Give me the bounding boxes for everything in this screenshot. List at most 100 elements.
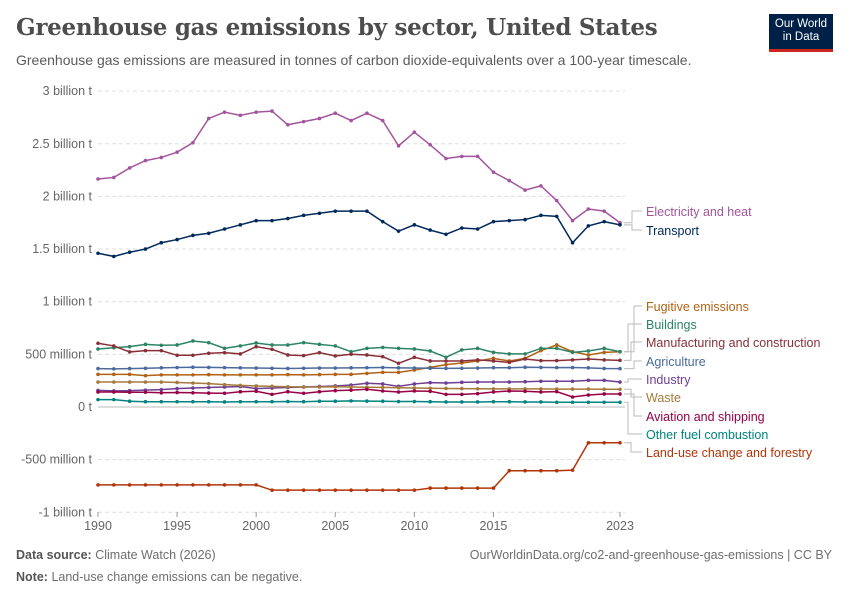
x-tick-label: 1995: [163, 519, 191, 533]
data-point: [618, 387, 622, 392]
data-point: [380, 488, 385, 492]
data-point: [602, 219, 606, 224]
data-point: [396, 144, 401, 148]
data-point: [175, 237, 179, 242]
data-point: [317, 342, 322, 347]
legend-connector: [624, 393, 642, 417]
data-point: [475, 366, 480, 370]
data-point: [317, 385, 322, 389]
data-point: [570, 400, 575, 405]
data-point: [412, 355, 417, 360]
data-point: [254, 389, 258, 394]
data-point: [475, 227, 480, 231]
data-point: [254, 344, 258, 349]
data-point: [333, 372, 338, 377]
data-point: [127, 344, 132, 349]
data-point: [554, 389, 559, 394]
data-point: [112, 367, 116, 371]
data-point: [143, 390, 148, 395]
data-point: [380, 354, 385, 359]
data-point: [396, 385, 401, 390]
data-point: [191, 233, 195, 238]
data-point: [602, 378, 606, 383]
data-point: [270, 488, 274, 492]
data-point: [254, 399, 258, 404]
data-point: [175, 380, 179, 385]
data-point: [380, 385, 385, 390]
data-point: [238, 399, 243, 404]
data-point: [333, 388, 338, 393]
data-point: [507, 399, 512, 404]
data-point: [286, 389, 290, 394]
legend-connector: [624, 388, 642, 398]
data-point: [365, 209, 369, 213]
data-point: [602, 346, 606, 351]
data-point: [618, 358, 622, 363]
data-point: [475, 400, 480, 404]
x-tick-label: 2005: [321, 519, 349, 533]
source-url[interactable]: OurWorldinData.org/co2-and-greenhouse-ga…: [469, 548, 832, 562]
data-point: [491, 350, 496, 355]
data-point: [554, 214, 559, 219]
data-point: [206, 381, 211, 386]
data-point: [444, 156, 448, 161]
data-point: [206, 340, 211, 345]
data-point: [554, 358, 559, 363]
data-point: [523, 188, 527, 192]
data-point: [270, 343, 274, 347]
data-point: [618, 392, 622, 396]
source-link[interactable]: Climate Watch (2026): [95, 548, 216, 562]
data-point: [333, 366, 338, 370]
data-point: [206, 399, 211, 404]
data-point: [491, 390, 496, 394]
data-point: [380, 345, 385, 350]
x-tick-label: 2015: [480, 519, 508, 533]
data-point: [96, 177, 100, 181]
legend-label: Aviation and shipping: [646, 410, 765, 424]
data-point: [96, 483, 100, 487]
data-point: [127, 250, 132, 255]
legend-connector: [624, 210, 642, 224]
data-point: [317, 366, 322, 370]
data-point: [286, 353, 290, 357]
data-point: [270, 392, 274, 397]
legend-connector: [624, 341, 642, 361]
data-point: [317, 488, 322, 492]
data-point: [618, 400, 622, 405]
data-point: [159, 366, 164, 370]
legend-label: Fugitive emissions: [646, 300, 749, 314]
note: Note: Land-use change emissions can be n…: [16, 570, 302, 584]
data-point: [428, 359, 432, 363]
data-point: [333, 488, 338, 492]
data-point: [191, 483, 195, 487]
data-point: [396, 370, 401, 375]
x-tick-label: 1990: [84, 519, 112, 533]
data-point: [396, 229, 401, 233]
data-point: [460, 380, 464, 385]
data-point: [191, 390, 195, 395]
data-point: [191, 373, 195, 377]
series-line-agriculture: [97, 366, 621, 370]
data-point: [286, 122, 290, 127]
data-point: [333, 354, 338, 358]
data-point: [491, 399, 496, 404]
data-point: [365, 399, 369, 403]
data-point: [159, 373, 164, 377]
data-point: [444, 381, 448, 385]
data-point: [175, 483, 179, 487]
data-point: [412, 347, 417, 351]
data-point: [175, 373, 179, 377]
data-point: [127, 380, 132, 384]
data-point: [317, 116, 322, 121]
data-point: [539, 387, 543, 391]
data-point: [602, 392, 606, 396]
data-point: [428, 366, 432, 371]
data-point: [301, 353, 306, 358]
data-point: [112, 344, 116, 348]
data-point: [602, 358, 606, 362]
owid-logo[interactable]: Our World in Data: [769, 14, 833, 52]
data-point: [444, 366, 448, 371]
data-point: [491, 486, 496, 490]
data-point: [475, 346, 480, 351]
data-point: [428, 486, 432, 490]
